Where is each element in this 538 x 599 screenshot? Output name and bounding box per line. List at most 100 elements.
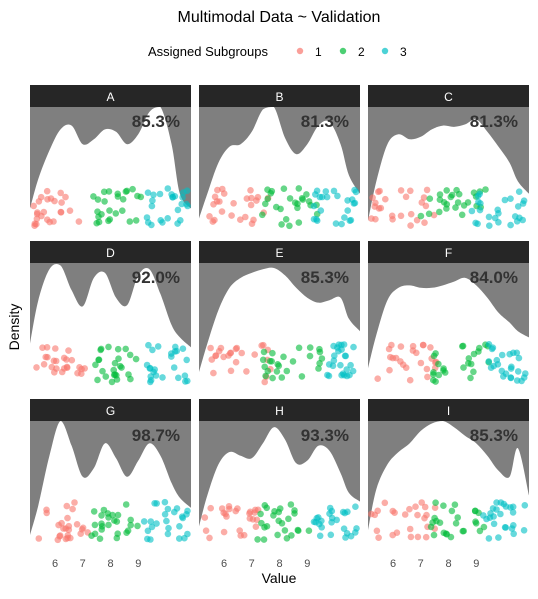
point-I-group-3	[497, 510, 504, 518]
point-I-group-3	[520, 527, 528, 534]
strip-label-H: H	[275, 404, 284, 418]
point-C-group-1	[422, 202, 430, 210]
point-E-group-1	[238, 349, 245, 357]
point-I-group-1	[401, 511, 409, 518]
point-F-group-1	[392, 354, 400, 362]
point-B-group-2	[286, 222, 293, 230]
point-H-group-3	[347, 532, 355, 540]
point-A-group-3	[169, 193, 176, 201]
point-A-group-3	[184, 202, 191, 210]
point-F-group-3	[507, 365, 515, 372]
point-B-group-1	[218, 208, 226, 215]
point-E-group-2	[306, 352, 314, 360]
point-E-group-3	[337, 361, 344, 369]
point-D-group-2	[132, 355, 140, 363]
point-A-group-3	[150, 191, 157, 199]
point-G-group-2	[98, 520, 105, 527]
point-F-group-1	[423, 365, 431, 373]
point-E-group-1	[208, 356, 216, 363]
point-G-group-2	[127, 521, 134, 529]
point-B-group-3	[313, 217, 321, 224]
accuracy-label-H: 93.3%	[301, 426, 349, 445]
point-A-group-3	[179, 194, 186, 201]
point-C-group-2	[464, 199, 472, 206]
point-I-group-1	[422, 533, 430, 541]
point-H-group-2	[275, 508, 283, 516]
point-C-group-3	[507, 195, 514, 202]
point-F-group-2	[435, 360, 442, 368]
legend-label-2: 2	[358, 45, 365, 59]
point-A-group-2	[114, 190, 121, 198]
point-C-group-2	[447, 193, 455, 201]
point-C-group-2	[443, 187, 451, 194]
point-D-group-1	[42, 353, 49, 361]
point-F-group-3	[518, 377, 525, 385]
point-I-group-2	[460, 527, 468, 535]
point-C-group-1	[397, 187, 405, 194]
point-B-group-2	[280, 185, 288, 192]
point-C-group-3	[514, 203, 522, 210]
point-G-group-2	[134, 522, 141, 530]
point-D-group-3	[172, 343, 179, 351]
point-G-group-1	[71, 499, 78, 506]
point-D-group-1	[52, 357, 60, 365]
density-area-C	[368, 119, 529, 231]
accuracy-label-F: 84.0%	[470, 268, 518, 287]
point-I-group-1	[412, 503, 419, 511]
point-I-group-2	[440, 502, 447, 510]
point-D-group-1	[60, 365, 68, 372]
point-A-group-1	[50, 218, 57, 225]
point-I-group-1	[381, 499, 389, 507]
point-F-group-3	[500, 373, 507, 380]
point-B-group-2	[273, 203, 280, 211]
point-F-group-2	[459, 342, 467, 350]
point-E-group-2	[274, 361, 282, 368]
x-tick-label: 8	[276, 558, 282, 570]
point-H-group-1	[207, 504, 214, 512]
point-G-group-3	[163, 517, 170, 525]
point-B-group-1	[247, 201, 255, 209]
accuracy-label-E: 85.3%	[301, 268, 349, 287]
point-F-group-2	[465, 355, 473, 362]
point-D-group-3	[175, 374, 182, 382]
point-A-group-2	[123, 187, 131, 195]
point-B-group-3	[310, 202, 318, 210]
panel-H: H 93.3%	[199, 399, 360, 545]
strip-A	[30, 85, 191, 107]
point-C-group-2	[425, 210, 433, 218]
point-H-group-2	[274, 531, 281, 539]
point-F-group-1	[417, 359, 425, 367]
point-D-group-2	[111, 359, 119, 367]
point-D-group-1	[63, 356, 70, 363]
point-B-group-1	[247, 187, 254, 194]
point-E-group-3	[341, 352, 349, 360]
point-B-group-3	[318, 193, 326, 201]
point-G-group-2	[105, 514, 112, 521]
point-E-group-2	[262, 372, 269, 380]
point-E-group-2	[278, 374, 286, 381]
point-D-group-1	[39, 344, 46, 352]
point-C-group-1	[407, 222, 414, 229]
point-C-group-3	[477, 200, 484, 207]
point-A-group-2	[105, 188, 113, 195]
point-A-group-1	[43, 187, 51, 195]
point-F-group-1	[402, 364, 410, 372]
point-G-group-1	[79, 524, 87, 532]
point-G-group-3	[147, 518, 155, 525]
accuracy-label-D: 92.0%	[132, 268, 180, 287]
point-I-group-3	[487, 510, 494, 517]
point-F-group-3	[506, 350, 513, 358]
legend-entry-1: 1	[296, 45, 322, 59]
point-D-group-3	[183, 356, 190, 364]
point-G-group-3	[147, 536, 154, 543]
point-C-group-1	[382, 195, 389, 203]
x-tick-label: 7	[418, 558, 424, 570]
point-I-group-3	[490, 520, 498, 528]
point-A-group-1	[57, 208, 65, 216]
point-E-group-1	[261, 378, 269, 386]
point-I-group-3	[485, 535, 493, 542]
point-A-group-1	[44, 196, 51, 203]
point-B-group-1	[213, 198, 221, 205]
point-G-group-1	[64, 514, 71, 522]
point-F-group-1	[374, 375, 382, 383]
